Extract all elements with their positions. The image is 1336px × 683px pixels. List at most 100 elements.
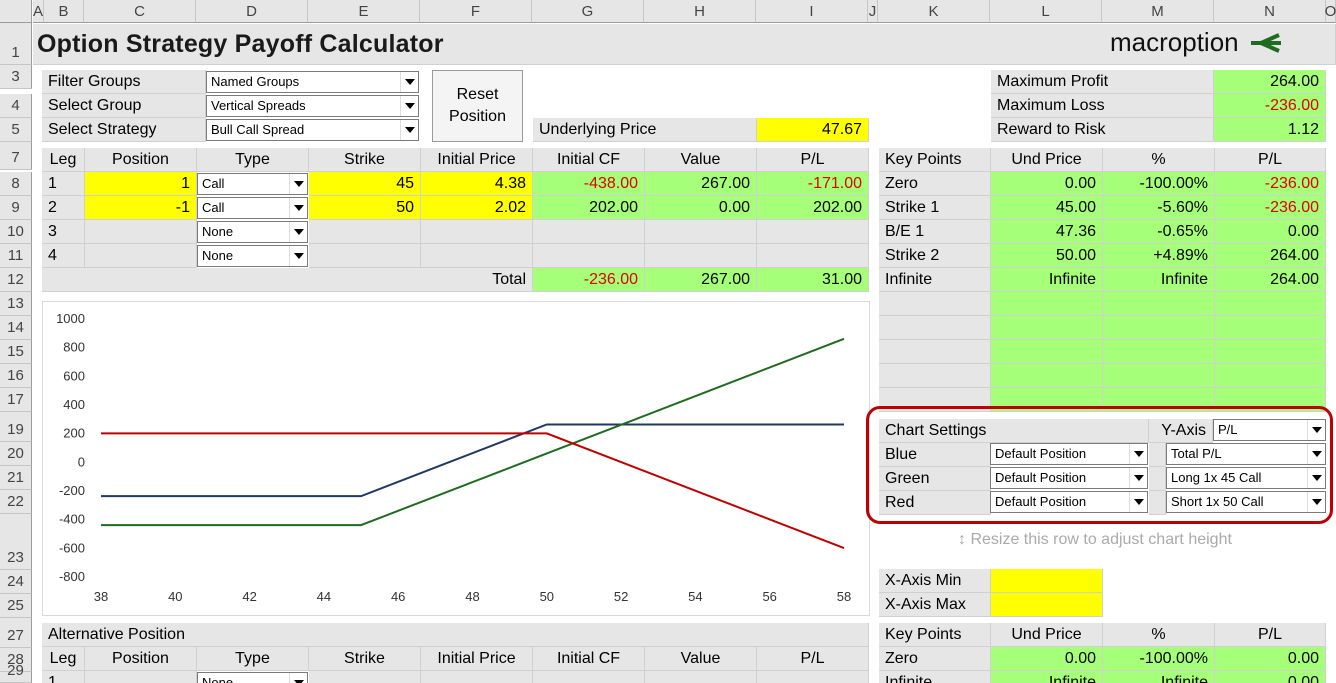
column-header[interactable]: O — [1325, 0, 1336, 23]
row-header[interactable]: 3 — [0, 65, 32, 89]
chevron-down-icon[interactable] — [1307, 468, 1325, 488]
chevron-down-icon[interactable] — [289, 222, 307, 242]
row-header[interactable]: 25 — [0, 594, 32, 618]
leg-initial-price[interactable]: 2.02 — [421, 196, 533, 220]
alt-leg-price[interactable] — [421, 671, 533, 683]
leg-position[interactable]: 1 — [85, 172, 197, 196]
chevron-down-icon[interactable] — [289, 673, 307, 683]
leg-strike[interactable] — [309, 220, 421, 244]
alt-leg-cf[interactable] — [533, 671, 645, 683]
row-header[interactable]: 10 — [0, 220, 32, 244]
column-header[interactable]: L — [990, 0, 1102, 23]
leg-type-dropdown[interactable]: Call — [197, 173, 308, 195]
green-position-dropdown[interactable]: Default Position — [990, 467, 1148, 489]
alt-leg-position[interactable] — [85, 671, 197, 683]
column-header[interactable]: K — [878, 0, 990, 23]
leg-initial-price[interactable] — [421, 244, 533, 268]
row-header[interactable]: 23 — [0, 514, 32, 570]
leg-position[interactable]: -1 — [85, 196, 197, 220]
column-header[interactable]: M — [1102, 0, 1214, 23]
leg-initial-price[interactable] — [421, 220, 533, 244]
column-header[interactable]: A — [33, 0, 44, 23]
chevron-down-icon[interactable] — [289, 246, 307, 266]
key-points-header: % — [1103, 148, 1215, 172]
column-header[interactable]: I — [756, 0, 868, 23]
chevron-down-icon[interactable] — [1129, 468, 1147, 488]
xaxis-max-input[interactable] — [991, 593, 1103, 617]
row-header[interactable]: 8 — [0, 172, 32, 196]
column-header[interactable]: F — [420, 0, 532, 23]
alt-leg-pl[interactable] — [757, 671, 869, 683]
chevron-down-icon[interactable] — [1129, 444, 1147, 464]
row-header[interactable]: 12 — [0, 268, 32, 292]
row-header[interactable]: 22 — [0, 490, 32, 514]
column-header[interactable]: H — [644, 0, 756, 23]
chevron-down-icon[interactable] — [400, 72, 418, 92]
row-header[interactable]: 28 — [0, 648, 32, 672]
leg-type-dropdown[interactable]: None — [197, 221, 308, 243]
row-header[interactable]: 15 — [0, 340, 32, 364]
red-position-dropdown[interactable]: Default Position — [990, 491, 1148, 513]
xaxis-min-input[interactable] — [991, 569, 1103, 593]
column-header[interactable]: B — [44, 0, 84, 23]
alt-leg-type-dropdown[interactable]: None — [197, 672, 308, 683]
leg-strike[interactable] — [309, 244, 421, 268]
chevron-down-icon[interactable] — [1307, 420, 1325, 440]
row-header[interactable]: 21 — [0, 466, 32, 490]
row-header[interactable]: 9 — [0, 196, 32, 220]
column-header[interactable]: E — [308, 0, 420, 23]
leg-strike[interactable]: 45 — [309, 172, 421, 196]
chevron-down-icon[interactable] — [1307, 492, 1325, 512]
row-header[interactable]: 1 — [0, 23, 32, 65]
row-header[interactable]: 14 — [0, 316, 32, 340]
chevron-down-icon[interactable] — [400, 120, 418, 140]
chevron-down-icon[interactable] — [1307, 444, 1325, 464]
reset-position-button[interactable]: Reset Position — [432, 70, 523, 142]
column-header[interactable]: G — [532, 0, 644, 23]
leg-initial-price[interactable]: 4.38 — [421, 172, 533, 196]
row-header[interactable]: 7 — [0, 142, 32, 170]
leg-strike[interactable]: 50 — [309, 196, 421, 220]
filter-groups-dropdown[interactable]: Named Groups — [206, 71, 419, 93]
row-header[interactable]: 4 — [0, 94, 32, 118]
select-group-dropdown[interactable]: Vertical Spreads — [206, 95, 419, 117]
chevron-down-icon[interactable] — [289, 198, 307, 218]
row-header[interactable]: 13 — [0, 292, 32, 316]
alt-key-point-price: Infinite — [991, 671, 1103, 683]
chevron-down-icon[interactable] — [1129, 492, 1147, 512]
key-point-name: Zero — [879, 172, 991, 196]
chevron-down-icon[interactable] — [289, 174, 307, 194]
payoff-chart[interactable]: 1000 800 600 400 200 0 -200 -400 -600 -800 38 40 42 4… — [42, 301, 870, 616]
blue-series-dropdown[interactable]: Total P/L — [1166, 443, 1326, 465]
green-series-dropdown[interactable]: Long 1x 45 Call — [1166, 467, 1326, 489]
row-header[interactable]: 20 — [0, 442, 32, 466]
underlying-price-value[interactable]: 47.67 — [757, 118, 869, 142]
yaxis-dropdown[interactable]: P/L — [1213, 419, 1326, 441]
row-header[interactable]: 27 — [0, 618, 32, 648]
leg-position[interactable] — [85, 220, 197, 244]
row-header[interactable]: 17 — [0, 388, 32, 412]
leg-type-dropdown[interactable]: None — [197, 245, 308, 267]
row-header[interactable]: 19 — [0, 412, 32, 442]
row-header[interactable]: 24 — [0, 570, 32, 594]
key-point-name: Strike 1 — [879, 196, 991, 220]
leg-value: 267.00 — [645, 172, 757, 196]
row-header[interactable]: 11 — [0, 244, 32, 268]
chevron-down-icon[interactable] — [400, 96, 418, 116]
blue-position-dropdown[interactable]: Default Position — [990, 443, 1148, 465]
alt-leg-value[interactable] — [645, 671, 757, 683]
column-header[interactable]: C — [84, 0, 196, 23]
red-series-dropdown[interactable]: Short 1x 50 Call — [1166, 491, 1326, 513]
select-strategy-dropdown[interactable]: Bull Call Spread — [206, 119, 419, 141]
row-header[interactable]: 16 — [0, 364, 32, 388]
leg-position[interactable] — [85, 244, 197, 268]
alt-leg-strike[interactable] — [309, 671, 421, 683]
column-header[interactable]: J — [868, 0, 878, 23]
leg-type-dropdown[interactable]: Call — [197, 197, 308, 219]
row-header[interactable]: 5 — [0, 118, 32, 142]
column-header[interactable]: N — [1214, 0, 1326, 23]
row-header[interactable]: 29 — [0, 662, 32, 683]
select-all-corner[interactable] — [0, 0, 32, 23]
column-header[interactable]: D — [196, 0, 308, 23]
